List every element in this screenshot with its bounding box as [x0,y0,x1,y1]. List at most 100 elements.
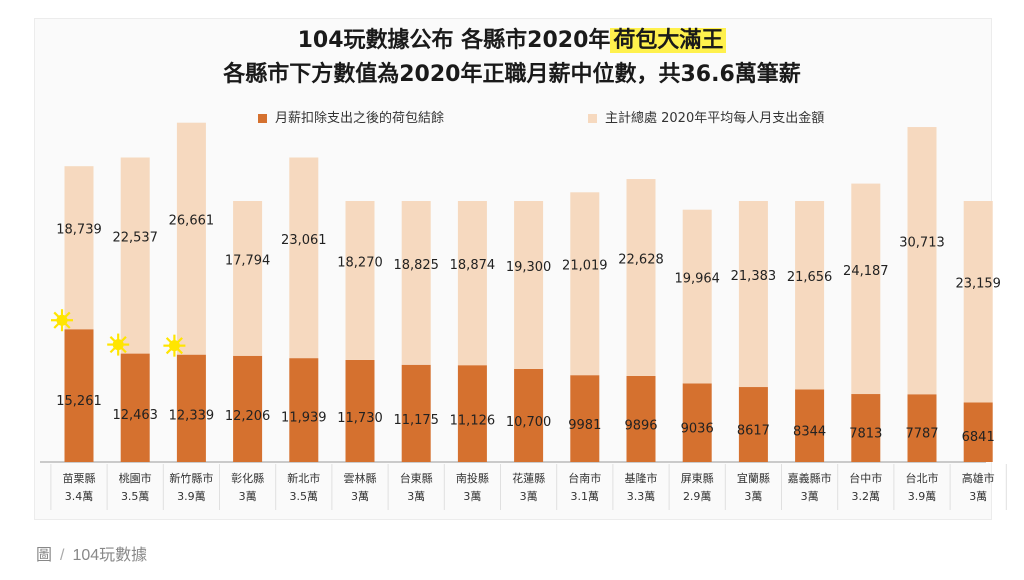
bar-remaining-6 [401,364,431,462]
bar-remaining-4 [289,358,319,462]
bar-remaining-13 [795,389,825,462]
salary-median-label-7: 3萬 [463,490,481,503]
bar-spending-2 [176,122,206,355]
legend-item-spending: 主計總處 2020年平均每人月支出金額 [588,107,824,126]
category-label-1: 桃園市 [119,471,152,485]
legend-label-spending: 主計總處 2020年平均每人月支出金額 [605,111,825,126]
title-prefix: 104玩數據公布 各縣市2020年 [297,28,611,53]
legend-swatch-spending [588,114,597,123]
data-label-remaining-8: 10,700 [506,415,552,430]
data-label-remaining-14: 7813 [849,426,882,441]
data-label-spending-0: 18,739 [56,223,102,238]
bar-spending-7 [457,201,487,366]
bar-spending-9 [570,192,600,376]
data-label-remaining-12: 8617 [737,423,770,438]
data-label-remaining-5: 11,730 [337,411,383,426]
data-label-spending-13: 21,656 [787,270,833,285]
bar-spending-6 [401,201,431,365]
bar-remaining-10 [626,375,656,462]
category-label-2: 新竹縣市 [169,471,213,485]
data-label-spending-15: 30,713 [899,236,945,251]
salary-median-label-8: 3萬 [520,490,538,503]
salary-median-label-11: 2.9萬 [683,490,712,503]
bar-spending-15 [907,127,937,395]
legend-swatch-remaining [258,114,267,123]
salary-median-label-2: 3.9萬 [177,490,206,503]
bar-spending-12 [738,201,768,388]
data-label-spending-12: 21,383 [731,269,777,284]
bar-spending-5 [345,201,375,360]
bar-remaining-9 [570,375,600,462]
salary-median-label-14: 3.2萬 [852,490,881,503]
data-label-spending-16: 23,159 [955,277,1001,292]
data-label-remaining-16: 6841 [962,430,995,445]
salary-median-label-5: 3萬 [351,490,369,503]
bar-remaining-11 [682,383,712,462]
data-label-spending-11: 19,964 [674,272,720,287]
star-icon [51,309,73,332]
category-label-13: 嘉義縣市 [788,471,832,485]
data-label-spending-2: 26,661 [169,214,215,229]
bar-remaining-2 [176,354,206,462]
data-label-remaining-15: 7787 [905,427,938,442]
category-label-16: 高雄市 [962,471,995,485]
image-caption: 圖 / 104玩數據 [36,541,147,565]
data-label-remaining-10: 9896 [624,418,657,433]
bar-remaining-12 [738,387,768,462]
salary-median-label-16: 3萬 [969,490,987,503]
bar-spending-4 [289,157,319,359]
data-label-remaining-2: 12,339 [169,409,215,424]
category-label-5: 雲林縣 [344,471,377,485]
salary-median-label-6: 3萬 [407,490,425,503]
bar-remaining-1 [120,353,150,462]
category-label-11: 屏東縣 [681,472,714,485]
data-label-spending-9: 21,019 [562,259,608,274]
data-label-remaining-0: 15,261 [56,394,102,409]
bar-remaining-3 [233,355,263,462]
star-icon [107,333,130,356]
bar-spending-16 [963,201,993,403]
bar-spending-0 [64,166,94,330]
bar-spending-8 [514,201,544,369]
bar-spending-1 [120,157,150,354]
salary-median-label-10: 3.3萬 [627,490,656,503]
salary-median-label-0: 3.4萬 [65,490,94,503]
data-label-spending-4: 23,061 [281,233,327,248]
legend-label-remaining: 月薪扣除支出之後的荷包結餘 [275,111,445,126]
data-label-remaining-3: 12,206 [225,409,271,424]
category-label-12: 宜蘭縣 [737,471,770,485]
salary-median-label-12: 3萬 [744,490,762,503]
data-label-remaining-7: 11,126 [450,413,496,428]
category-label-0: 苗栗縣 [63,472,96,485]
bar-remaining-7 [457,365,487,462]
data-label-spending-7: 18,874 [450,258,496,273]
bar-spending-11 [682,209,712,384]
salary-median-label-9: 3.1萬 [571,490,600,503]
bar-remaining-15 [907,394,937,462]
data-label-spending-14: 24,187 [843,264,889,279]
data-label-remaining-13: 8344 [793,424,826,439]
data-label-spending-1: 22,537 [112,231,158,246]
bar-remaining-8 [514,368,544,462]
salary-median-label-15: 3.9萬 [908,490,937,503]
category-label-7: 南投縣 [456,471,489,485]
chart-subtitle: 各縣市下方數值為2020年正職月薪中位數，共36.6萬筆薪 [223,62,801,87]
bar-remaining-5 [345,359,375,462]
data-label-spending-10: 22,628 [618,252,664,267]
salary-median-label-3: 3萬 [239,490,257,503]
category-label-6: 台東縣 [400,471,433,485]
bar-remaining-14 [851,394,881,462]
caption-prefix: 圖 [36,547,53,564]
legend-item-remaining: 月薪扣除支出之後的荷包結餘 [258,107,444,126]
bar-remaining-0 [64,329,94,462]
bar-spending-13 [795,201,825,390]
category-label-15: 台北市 [906,471,939,485]
category-label-10: 基隆市 [625,471,658,485]
category-label-4: 新北市 [287,471,320,485]
data-label-remaining-1: 12,463 [112,408,158,423]
data-label-spending-6: 18,825 [393,258,439,273]
data-label-spending-3: 17,794 [225,253,271,268]
chart-title: 104玩數據公布 各縣市2020年 荷包大滿王 [0,22,1024,54]
salary-median-label-4: 3.5萬 [290,490,319,503]
